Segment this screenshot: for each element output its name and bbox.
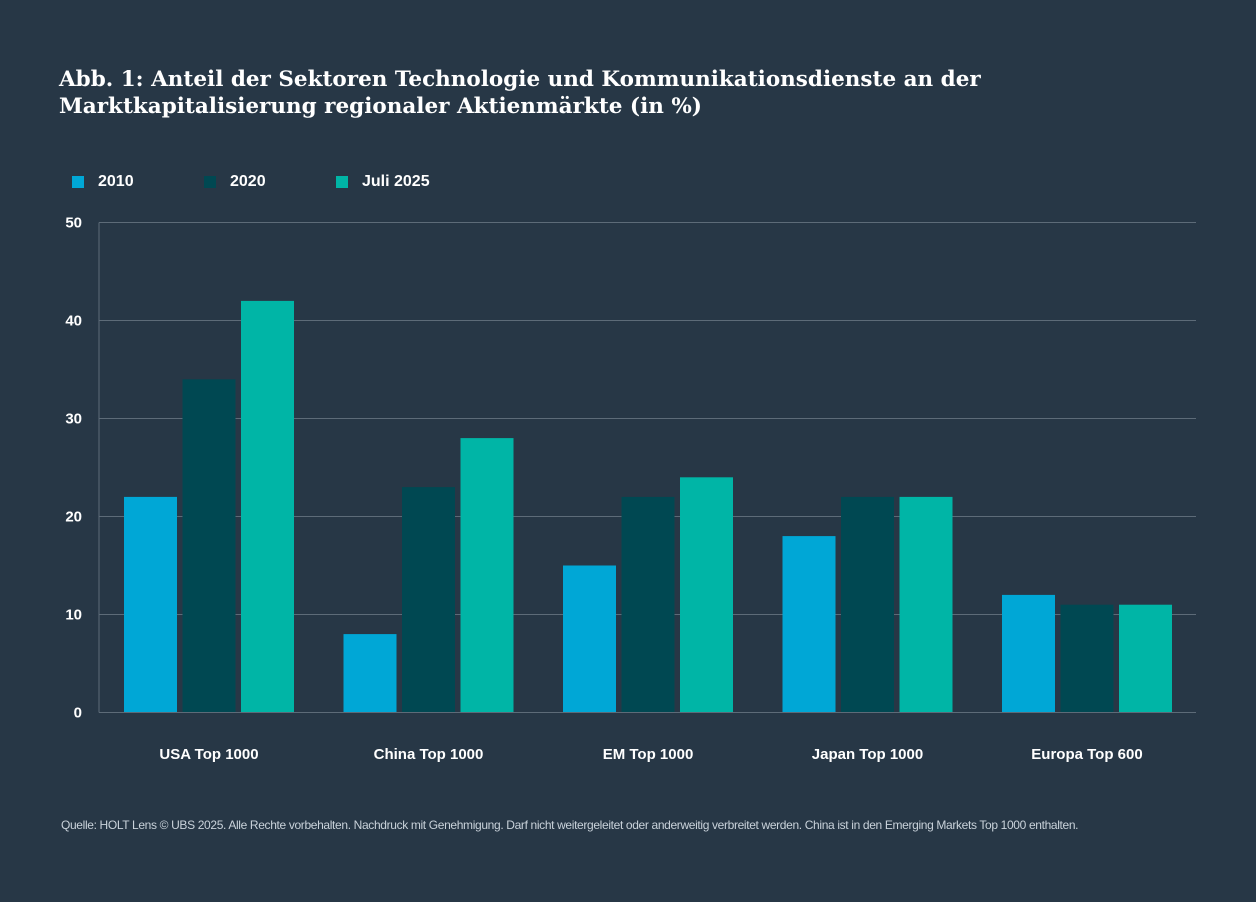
y-tick-label: 50	[65, 215, 82, 232]
x-tick-label: China Top 1000	[374, 746, 484, 763]
legend-label-2010: 2010	[98, 173, 134, 190]
y-tick-label: 20	[65, 509, 82, 526]
x-tick-label: EM Top 1000	[603, 746, 694, 763]
bar-europa-top-600-2010	[1002, 594, 1055, 713]
bar-japan-top-1000-juli-2025	[899, 496, 953, 713]
legend-swatch-2020	[204, 176, 216, 188]
bar-china-top-1000-juli-2025	[460, 438, 514, 713]
bar-europa-top-600-2020	[1060, 604, 1114, 713]
bar-japan-top-1000-2020	[841, 496, 894, 713]
bar-china-top-1000-2010	[343, 634, 397, 713]
bar-japan-top-1000-2010	[782, 536, 836, 713]
x-tick-label: Europa Top 600	[1031, 746, 1142, 763]
bar-usa-top-1000-2010	[124, 496, 177, 713]
bar-china-top-1000-2020	[402, 487, 455, 713]
bar-usa-top-1000-juli-2025	[241, 300, 294, 713]
bar-em-top-1000-juli-2025	[680, 477, 733, 713]
bar-em-top-1000-2020	[621, 496, 675, 713]
bar-usa-top-1000-2020	[182, 379, 236, 713]
y-tick-label: 0	[74, 705, 82, 722]
bar-em-top-1000-2010	[563, 565, 616, 713]
y-tick-label: 10	[65, 607, 82, 624]
chart-title: Abb. 1: Anteil der Sektoren Technologie …	[59, 67, 981, 119]
legend-label-juli-2025: Juli 2025	[362, 173, 430, 190]
y-tick-label: 30	[65, 411, 82, 428]
x-tick-label: USA Top 1000	[159, 746, 258, 763]
legend-label-2020: 2020	[230, 173, 266, 190]
legend-swatch-2010	[72, 176, 84, 188]
legend-swatch-juli-2025	[336, 176, 348, 188]
source-note: Quelle: HOLT Lens © UBS 2025. Alle Recht…	[61, 818, 1079, 832]
y-tick-label: 40	[65, 313, 82, 330]
bar-europa-top-600-juli-2025	[1119, 604, 1172, 713]
x-tick-label: Japan Top 1000	[812, 746, 923, 763]
